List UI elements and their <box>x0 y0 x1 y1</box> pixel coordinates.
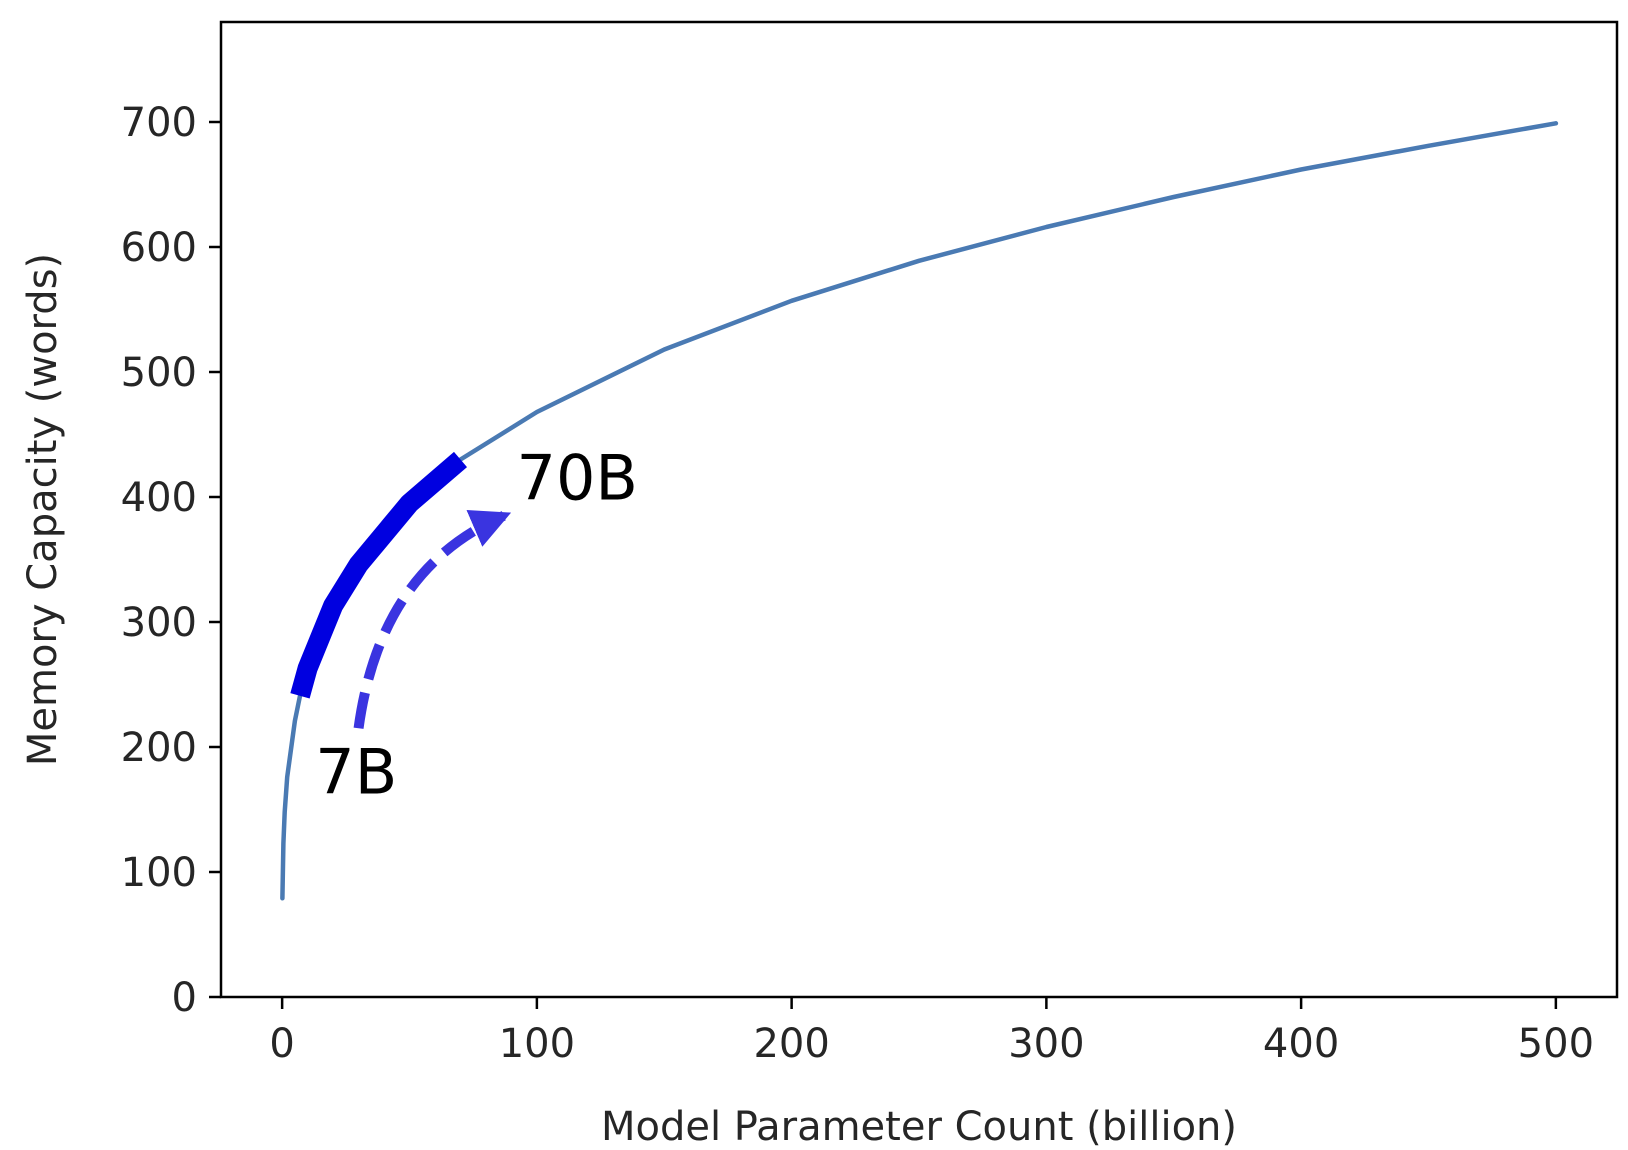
plot-area <box>221 22 1617 997</box>
x-tick-label: 500 <box>1518 1021 1594 1067</box>
plot-background <box>221 22 1617 997</box>
y-tick-label: 300 <box>121 600 197 646</box>
highlight-segment <box>290 451 468 699</box>
x-tick-label: 400 <box>1263 1021 1339 1067</box>
y-tick-label: 100 <box>121 850 197 896</box>
y-tick-label: 600 <box>121 225 197 271</box>
y-tick-label: 500 <box>121 350 197 396</box>
y-tick-label: 200 <box>121 725 197 771</box>
y-tick-label: 0 <box>172 975 197 1021</box>
annotation-70b: 70B <box>517 442 638 515</box>
annotation-7b: 7B <box>315 735 397 808</box>
y-tick-label: 700 <box>121 100 197 146</box>
x-tick-label: 0 <box>269 1021 294 1067</box>
x-axis-title: Model Parameter Count (billion) <box>601 1104 1237 1150</box>
data-layer <box>280 121 1559 901</box>
axes: 0 100 200 300 400 500 0 100 200 300 400 500 600 700 <box>121 20 1619 1067</box>
x-tick-label: 200 <box>753 1021 829 1067</box>
axes-frame <box>219 20 1619 999</box>
y-tick-label: 400 <box>121 475 197 521</box>
x-tick-label: 100 <box>499 1021 575 1067</box>
y-axis-title: Memory Capacity (words) <box>20 253 66 766</box>
x-tick-label: 300 <box>1008 1021 1084 1067</box>
